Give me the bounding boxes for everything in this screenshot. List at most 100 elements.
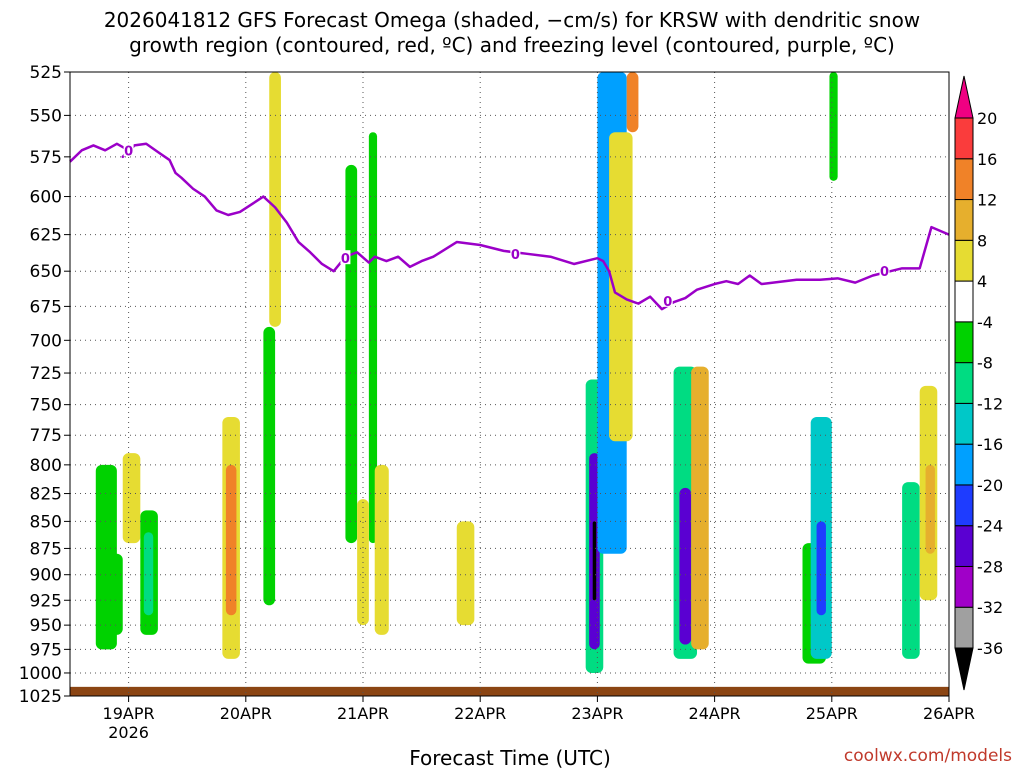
x-tick-label: 25APR: [806, 704, 858, 723]
freezing-level-label-bg: [879, 263, 890, 278]
x-tick-label: 26APR: [923, 704, 975, 723]
y-tick-label: 600: [30, 188, 62, 208]
colorbar-bottom-arrow: [954, 647, 974, 691]
chart-title-line2: growth region (contoured, red, ºC) and f…: [129, 33, 895, 57]
colorbar-swatch: [954, 158, 974, 201]
omega-region: [609, 132, 633, 442]
omega-region: [679, 487, 692, 645]
colorbar-swatch: [954, 239, 974, 282]
colorbar-swatch: [954, 484, 974, 527]
freezing-level-label: 0: [880, 265, 889, 280]
colorbar-label: -36: [977, 639, 1003, 658]
freezing-level-label-bg: [510, 245, 521, 260]
colorbar-label: -20: [977, 476, 1003, 495]
colorbar-label: -4: [977, 313, 993, 332]
omega-region: [592, 521, 597, 601]
y-tick-label: 800: [30, 456, 62, 476]
surface-terrain: [70, 686, 949, 696]
freezing-level-label-bg: [123, 142, 134, 157]
colorbar-label: -12: [977, 394, 1003, 413]
colorbar-label: 16: [977, 150, 997, 169]
omega-region: [456, 521, 475, 626]
freezing-level-label: 0: [663, 295, 672, 310]
colorbar-top-arrow: [954, 75, 974, 119]
freezing-level-label: 0: [511, 248, 520, 263]
omega-region: [691, 366, 709, 650]
freezing-level-contour: 0 0 0 0 0: [69, 142, 950, 311]
colorbar-label: -24: [977, 517, 1003, 536]
y-tick-label: 650: [30, 262, 62, 282]
y-tick-label: 675: [30, 297, 62, 317]
y-axis: 525 550 575 600 625 650 675 700 725 750 775 800 825 8…: [19, 63, 70, 707]
omega-region: [269, 72, 281, 327]
y-tick-label: 575: [30, 148, 62, 168]
colorbar-swatch: [954, 362, 974, 404]
omega-region: [143, 532, 154, 616]
y-tick-label: 550: [30, 106, 62, 126]
y-tick-label: 950: [30, 616, 62, 636]
omega-features: [95, 72, 938, 673]
omega-region: [902, 482, 920, 659]
omega-region: [263, 326, 276, 606]
colorbar-swatch: [954, 280, 974, 323]
colorbar-swatch: [954, 565, 974, 608]
x-axis-label: Forecast Time (UTC): [409, 746, 611, 768]
y-tick-label: 1000: [19, 664, 62, 684]
omega-region: [925, 464, 935, 554]
y-tick-label: 700: [30, 331, 62, 351]
omega-region: [829, 72, 838, 181]
freezing-level-label-bg: [662, 292, 673, 307]
colorbar-swatch: [954, 117, 974, 160]
freezing-level-label-bg: [340, 250, 351, 265]
colorbar-label: 20: [977, 109, 997, 128]
colorbar-swatch: [954, 525, 974, 567]
colorbar-label: 12: [977, 191, 997, 210]
y-tick-label: 850: [30, 512, 62, 532]
plot-frame: [69, 71, 950, 697]
y-tick-label: 825: [30, 485, 62, 505]
freezing-level-label: 0: [124, 144, 133, 159]
watermark: coolwx.com/models: [844, 746, 1012, 766]
colorbar-label: -28: [977, 557, 1003, 576]
chart-title-line1: 2026041812 GFS Forecast Omega (shaded, −…: [104, 8, 920, 32]
colorbar-label: 4: [977, 272, 987, 291]
x-tick-label: 20APR: [220, 704, 272, 723]
colorbar-swatch: [954, 199, 974, 241]
colorbar-swatch: [954, 402, 974, 445]
colorbar-swatch: [954, 321, 974, 364]
y-tick-label: 725: [30, 364, 62, 384]
colorbar-swatch: [954, 606, 974, 649]
x-tick-label: 22APR: [454, 704, 506, 723]
omega-region: [225, 464, 237, 616]
colorbar-swatch: [954, 443, 974, 486]
y-tick-label: 775: [30, 426, 62, 446]
x-tick-label: 21APR: [337, 704, 389, 723]
x-tick-label: 19APR: [103, 704, 155, 723]
freezing-level-line: [69, 142, 950, 311]
y-tick-label: 750: [30, 396, 62, 416]
colorbar: -36 -32 -28 -24 -20 -16 -12 -8 -4 4 8 12 16 20: [954, 75, 1003, 691]
colorbar-label: 8: [977, 231, 987, 250]
y-tick-label: 900: [30, 566, 62, 586]
colorbar-label: -8: [977, 354, 993, 373]
omega-region: [374, 464, 389, 635]
y-tick-label: 1025: [19, 687, 62, 707]
x-tick-label: 24APR: [689, 704, 741, 723]
omega-region: [345, 164, 358, 544]
colorbar-label: -16: [977, 435, 1003, 454]
x-tick-label: 23APR: [571, 704, 623, 723]
omega-region: [816, 521, 826, 616]
y-tick-label: 875: [30, 539, 62, 559]
x-tick-sublabel: 2026: [108, 723, 149, 742]
y-tick-label: 625: [30, 226, 62, 246]
omega-region: [626, 72, 639, 133]
colorbar-label: -32: [977, 598, 1003, 617]
omega-region: [107, 553, 123, 635]
freezing-level-label: 0: [341, 252, 350, 267]
y-tick-label: 525: [30, 63, 62, 83]
omega-region: [122, 453, 141, 544]
terrain-band: [70, 686, 949, 696]
